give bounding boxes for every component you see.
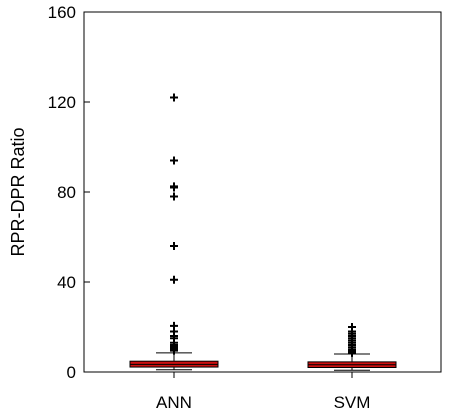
y-axis-label: RPR-DPR Ratio <box>8 127 28 256</box>
outlier-point <box>170 93 178 102</box>
y-tick-label-3: 120 <box>48 93 76 112</box>
outlier-point <box>170 156 178 165</box>
box-ann <box>129 93 219 371</box>
outlier-point <box>170 192 178 201</box>
x-axis-ticks: ANN SVM <box>156 372 370 412</box>
outlier-point <box>170 242 178 250</box>
box-svm <box>307 323 397 371</box>
y-tick-label-2: 80 <box>57 183 76 202</box>
y-tick-label-0: 0 <box>67 363 76 382</box>
y-tick-label-1: 40 <box>57 273 76 292</box>
outlier-point <box>348 323 356 331</box>
x-tick-label-svm: SVM <box>334 393 371 412</box>
outlier-point <box>170 182 178 191</box>
outlier-point <box>170 275 178 284</box>
outlier-point <box>170 321 178 330</box>
box-series <box>129 93 397 371</box>
y-axis-ticks: 0 40 80 120 160 <box>48 3 90 382</box>
x-tick-label-ann: ANN <box>156 393 192 412</box>
plot-frame <box>83 11 442 373</box>
y-tick-label-4: 160 <box>48 3 76 22</box>
